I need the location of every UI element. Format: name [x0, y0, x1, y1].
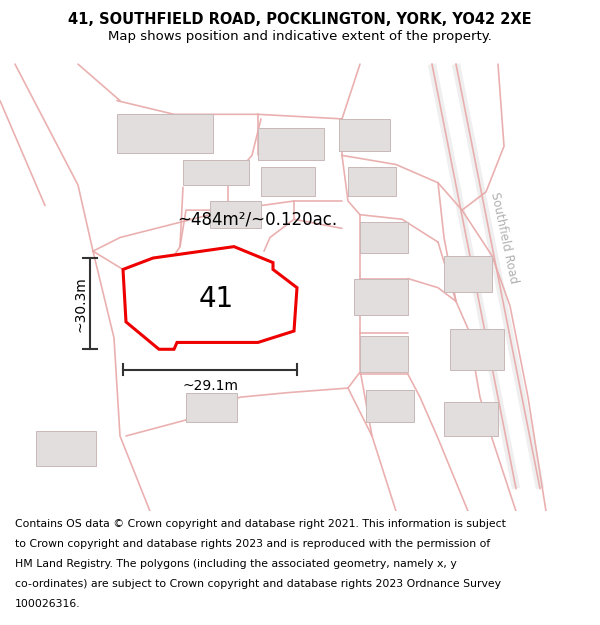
Text: ~29.1m: ~29.1m — [182, 379, 238, 393]
Text: to Crown copyright and database rights 2023 and is reproduced with the permissio: to Crown copyright and database rights 2… — [15, 539, 490, 549]
Text: HM Land Registry. The polygons (including the associated geometry, namely x, y: HM Land Registry. The polygons (includin… — [15, 559, 457, 569]
Bar — [117, 114, 213, 153]
Text: co-ordinates) are subject to Crown copyright and database rights 2023 Ordnance S: co-ordinates) are subject to Crown copyr… — [15, 579, 501, 589]
Text: 41: 41 — [199, 285, 233, 313]
Text: Contains OS data © Crown copyright and database right 2021. This information is : Contains OS data © Crown copyright and d… — [15, 519, 506, 529]
Text: Southfield Road: Southfield Road — [488, 191, 520, 284]
Bar — [258, 128, 324, 160]
Bar — [183, 160, 249, 185]
Text: Map shows position and indicative extent of the property.: Map shows position and indicative extent… — [108, 30, 492, 43]
Bar — [186, 392, 237, 422]
Bar — [348, 167, 396, 196]
Bar — [339, 119, 390, 151]
Bar — [450, 329, 504, 370]
Text: 41, SOUTHFIELD ROAD, POCKLINGTON, YORK, YO42 2XE: 41, SOUTHFIELD ROAD, POCKLINGTON, YORK, … — [68, 12, 532, 27]
Text: ~484m²/~0.120ac.: ~484m²/~0.120ac. — [177, 210, 337, 228]
Text: 100026316.: 100026316. — [15, 599, 80, 609]
Bar — [36, 431, 96, 466]
Bar — [210, 201, 261, 228]
Polygon shape — [123, 247, 297, 349]
Bar — [360, 221, 408, 254]
Text: ~30.3m: ~30.3m — [74, 276, 88, 331]
Bar — [444, 402, 498, 436]
Bar — [360, 336, 408, 372]
Bar — [354, 279, 408, 315]
Bar — [366, 391, 414, 422]
Bar — [444, 256, 492, 292]
Bar — [261, 167, 315, 196]
